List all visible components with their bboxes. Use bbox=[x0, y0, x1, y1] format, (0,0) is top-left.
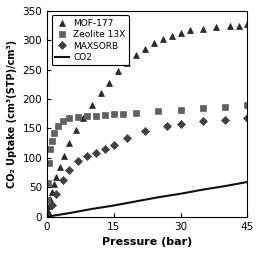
Zeolite 13X bbox=[46, 199, 49, 202]
MAXSORB bbox=[246, 116, 249, 119]
MOF-177 bbox=[135, 54, 138, 57]
MOF-177 bbox=[246, 23, 249, 26]
Zeolite 13X bbox=[121, 112, 124, 115]
Y-axis label: CO₂ Uptake (cm³(STP)/cm³): CO₂ Uptake (cm³(STP)/cm³) bbox=[7, 40, 17, 188]
MAXSORB bbox=[61, 179, 64, 182]
Zeolite 13X bbox=[112, 113, 115, 116]
MOF-177 bbox=[161, 38, 164, 41]
MOF-177 bbox=[108, 81, 111, 84]
MAXSORB bbox=[94, 152, 98, 155]
MOF-177 bbox=[58, 165, 61, 168]
MOF-177 bbox=[126, 61, 129, 64]
CO2 bbox=[201, 188, 204, 191]
CO2 bbox=[224, 185, 227, 188]
MAXSORB bbox=[144, 130, 147, 133]
MOF-177 bbox=[49, 197, 52, 200]
MOF-177 bbox=[46, 210, 50, 213]
CO2 bbox=[179, 192, 182, 195]
Line: MOF-177: MOF-177 bbox=[44, 21, 251, 218]
MAXSORB bbox=[77, 159, 80, 162]
Zeolite 13X bbox=[77, 115, 80, 118]
MAXSORB bbox=[224, 118, 227, 121]
MOF-177 bbox=[90, 103, 93, 106]
Zeolite 13X bbox=[57, 124, 60, 127]
CO2 bbox=[90, 208, 93, 211]
CO2 bbox=[157, 196, 160, 199]
MAXSORB bbox=[86, 155, 89, 158]
MOF-177 bbox=[55, 175, 58, 178]
MOF-177 bbox=[117, 69, 120, 72]
MOF-177 bbox=[170, 34, 173, 37]
Zeolite 13X bbox=[201, 106, 204, 109]
Zeolite 13X bbox=[61, 119, 64, 122]
MAXSORB bbox=[201, 120, 204, 123]
MOF-177 bbox=[46, 213, 49, 216]
CO2 bbox=[246, 180, 249, 183]
MOF-177 bbox=[228, 25, 231, 28]
CO2 bbox=[46, 215, 49, 218]
Zeolite 13X bbox=[224, 105, 227, 108]
CO2 bbox=[135, 200, 138, 203]
Zeolite 13X bbox=[52, 132, 55, 135]
Zeolite 13X bbox=[135, 111, 138, 114]
MOF-177 bbox=[47, 204, 50, 208]
Legend: MOF-177, Zeolite 13X, MAXSORB, CO2: MOF-177, Zeolite 13X, MAXSORB, CO2 bbox=[52, 15, 129, 66]
Zeolite 13X bbox=[46, 181, 50, 184]
MOF-177 bbox=[179, 31, 182, 34]
Line: MAXSORB: MAXSORB bbox=[49, 115, 251, 208]
Line: Zeolite 13X: Zeolite 13X bbox=[44, 102, 251, 203]
Zeolite 13X bbox=[246, 103, 249, 106]
Zeolite 13X bbox=[94, 114, 98, 117]
MAXSORB bbox=[126, 137, 129, 140]
MAXSORB bbox=[68, 168, 71, 171]
MOF-177 bbox=[50, 190, 53, 194]
MOF-177 bbox=[99, 92, 102, 95]
Zeolite 13X bbox=[49, 148, 52, 151]
Line: CO2: CO2 bbox=[47, 182, 247, 217]
Zeolite 13X bbox=[47, 161, 50, 164]
Zeolite 13X bbox=[179, 108, 182, 111]
MAXSORB bbox=[166, 124, 169, 127]
X-axis label: Pressure (bar): Pressure (bar) bbox=[102, 237, 192, 247]
MOF-177 bbox=[144, 47, 147, 51]
Zeolite 13X bbox=[157, 110, 160, 113]
Zeolite 13X bbox=[103, 114, 106, 117]
Zeolite 13X bbox=[50, 140, 53, 143]
MOF-177 bbox=[215, 26, 218, 29]
MAXSORB bbox=[179, 122, 182, 125]
CO2 bbox=[68, 212, 71, 215]
MAXSORB bbox=[112, 144, 115, 147]
Zeolite 13X bbox=[86, 115, 89, 118]
MOF-177 bbox=[62, 155, 66, 158]
MOF-177 bbox=[81, 116, 84, 119]
MAXSORB bbox=[103, 148, 106, 151]
MAXSORB bbox=[55, 193, 58, 196]
MOF-177 bbox=[52, 182, 55, 185]
MOF-177 bbox=[237, 24, 240, 27]
MOF-177 bbox=[188, 29, 191, 32]
MOF-177 bbox=[152, 42, 156, 45]
MAXSORB bbox=[50, 203, 53, 207]
MOF-177 bbox=[201, 27, 204, 30]
Zeolite 13X bbox=[68, 116, 71, 119]
MOF-177 bbox=[74, 128, 78, 131]
MOF-177 bbox=[68, 142, 71, 145]
CO2 bbox=[112, 204, 115, 207]
